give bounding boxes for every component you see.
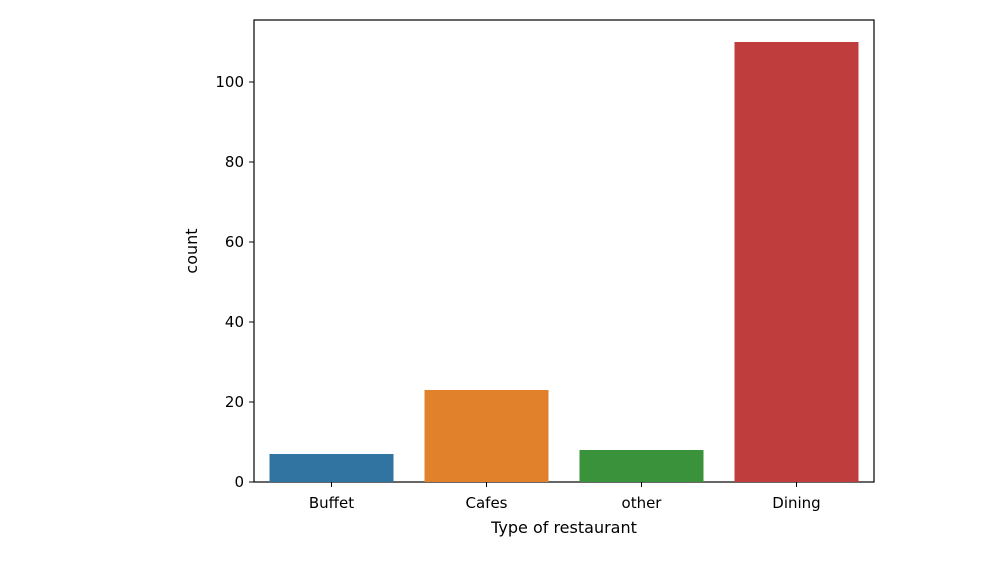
y-tick-label: 20 <box>225 393 244 411</box>
x-tick-label: other <box>622 494 663 512</box>
y-tick-label: 0 <box>234 473 244 491</box>
y-axis: 0 20 40 60 80 100 <box>215 73 254 491</box>
bar-buffet <box>269 454 394 482</box>
x-axis: Buffet Cafes other Dining <box>309 482 821 512</box>
bar-dining <box>734 42 859 482</box>
y-axis-label: count <box>182 228 201 273</box>
x-tick-label: Buffet <box>309 494 354 512</box>
x-axis-label: Type of restaurant <box>490 518 637 537</box>
y-tick-label: 80 <box>225 153 244 171</box>
bar-cafes <box>424 390 549 482</box>
y-tick-label: 60 <box>225 233 244 251</box>
y-tick-label: 100 <box>215 73 244 91</box>
plot-area-frame <box>253 19 875 483</box>
x-tick-label: Cafes <box>466 494 508 512</box>
bars-layer <box>269 42 859 482</box>
bar-other <box>579 450 704 482</box>
x-tick-label: Dining <box>772 494 820 512</box>
y-tick-label: 40 <box>225 313 244 331</box>
